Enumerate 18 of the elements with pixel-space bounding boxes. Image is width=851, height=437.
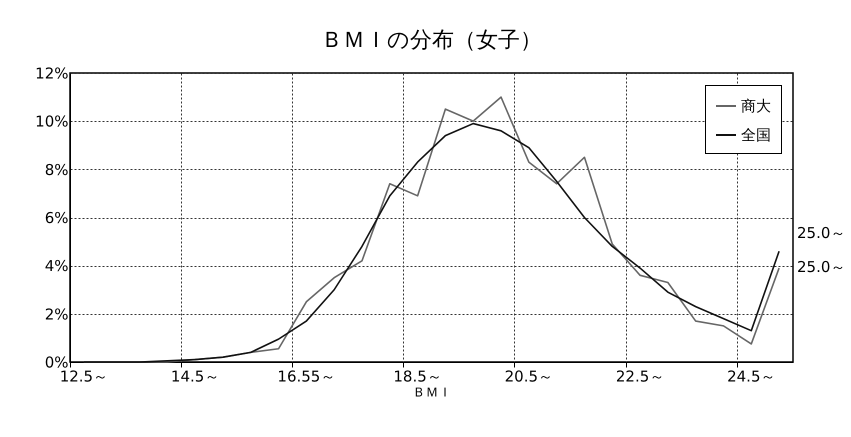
x-tick-label: 18.5～	[393, 368, 442, 386]
x-tick-label: 20.5～	[504, 368, 554, 386]
chart-title: ＢＭＩの分布（女子）	[321, 28, 542, 53]
text: 25.0～	[797, 224, 846, 242]
x-axis-title: ＢＭＩ	[412, 386, 452, 400]
y-tick-label: 4%	[44, 257, 68, 276]
y-tick-label: 8%	[44, 160, 68, 179]
x-tick-label: 16.55～	[277, 368, 336, 386]
legend-label: 全国	[741, 126, 771, 144]
y-tick-label: 2%	[44, 305, 68, 324]
y-tick-label: 12%	[35, 64, 68, 82]
x-tick-label: 14.5～	[170, 368, 220, 386]
x-tick-label: 22.5～	[616, 368, 664, 386]
x-tick-label: 24.5～	[727, 368, 776, 386]
y-tick-label: 6%	[44, 209, 68, 227]
y-tick-label: 10%	[35, 112, 68, 131]
legend-label: 商大	[741, 97, 771, 115]
text: 25.0～	[797, 258, 846, 276]
